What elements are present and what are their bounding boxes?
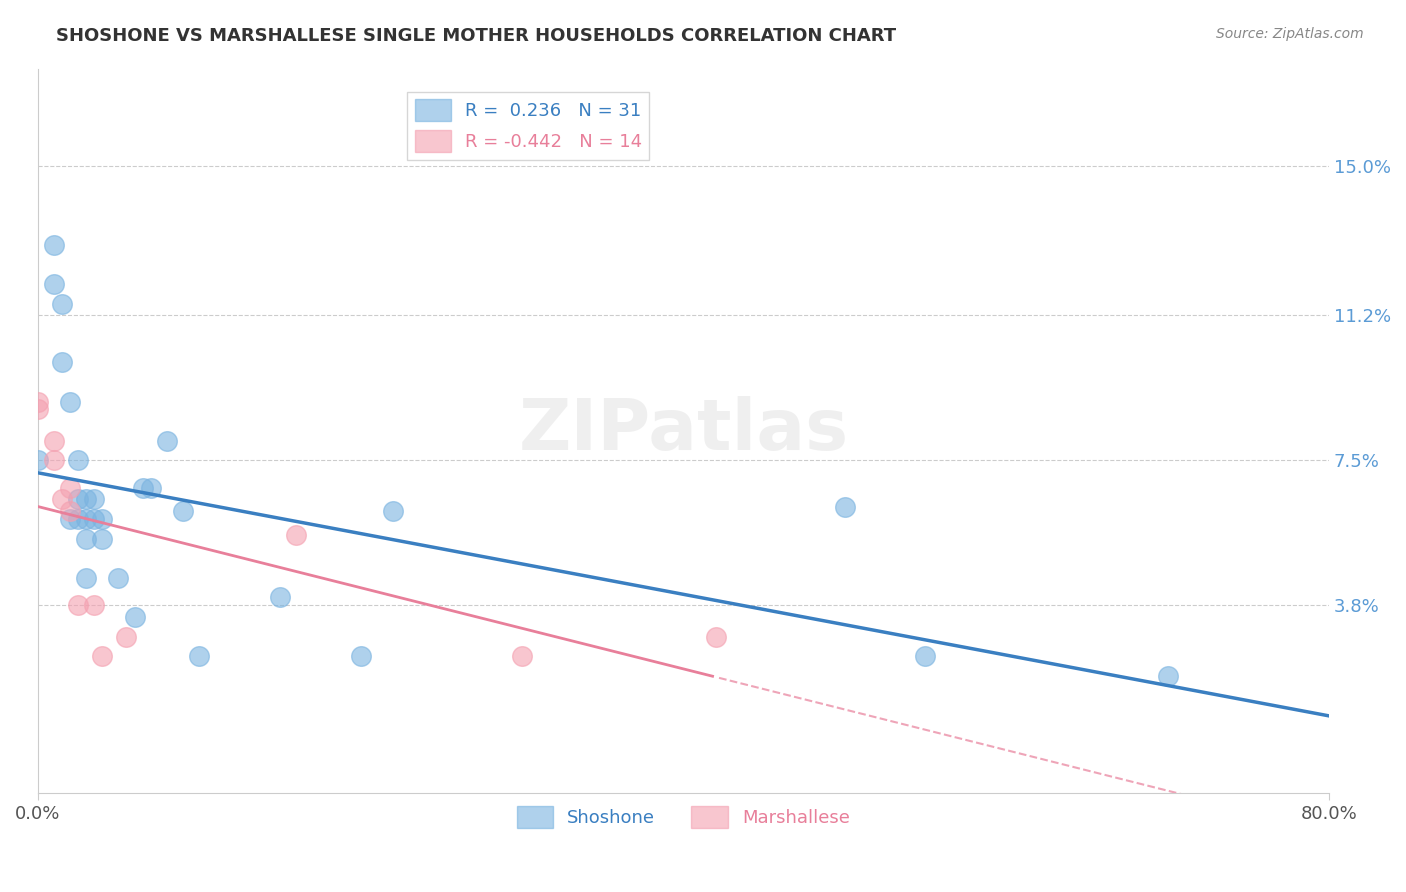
Point: [27, 453, 49, 467]
Point: [59, 504, 82, 518]
Point: [75, 532, 97, 546]
Point: [51, 492, 73, 507]
Point: [42, 453, 65, 467]
Point: [124, 610, 146, 624]
Point: [27, 402, 49, 417]
Point: [75, 571, 97, 585]
Point: [91, 532, 114, 546]
Point: [27, 394, 49, 409]
Point: [349, 649, 371, 664]
Point: [75, 512, 97, 526]
Point: [59, 394, 82, 409]
Point: [83, 599, 105, 613]
Point: [67, 453, 90, 467]
Point: [834, 500, 856, 515]
Point: [115, 630, 138, 644]
Point: [510, 649, 533, 664]
Text: ZIPatlas: ZIPatlas: [519, 396, 848, 466]
Point: [67, 512, 90, 526]
Point: [59, 512, 82, 526]
Text: Source: ZipAtlas.com: Source: ZipAtlas.com: [1216, 27, 1364, 41]
Point: [51, 355, 73, 369]
Point: [381, 504, 404, 518]
Point: [51, 296, 73, 310]
Point: [42, 237, 65, 252]
Point: [91, 512, 114, 526]
Point: [172, 504, 194, 518]
Point: [83, 512, 105, 526]
Point: [42, 277, 65, 291]
Point: [67, 599, 90, 613]
Point: [42, 434, 65, 448]
Point: [188, 649, 211, 664]
Point: [59, 481, 82, 495]
Point: [131, 481, 153, 495]
Point: [269, 591, 291, 605]
Point: [83, 492, 105, 507]
Point: [107, 571, 129, 585]
Point: [1156, 669, 1178, 683]
Point: [139, 481, 162, 495]
Point: [284, 528, 307, 542]
Text: SHOSHONE VS MARSHALLESE SINGLE MOTHER HOUSEHOLDS CORRELATION CHART: SHOSHONE VS MARSHALLESE SINGLE MOTHER HO…: [56, 27, 897, 45]
Point: [91, 649, 114, 664]
Point: [704, 630, 727, 644]
Point: [67, 492, 90, 507]
Point: [156, 434, 179, 448]
Point: [75, 492, 97, 507]
Legend: Shoshone, Marshallese: Shoshone, Marshallese: [509, 798, 858, 835]
Point: [914, 649, 936, 664]
